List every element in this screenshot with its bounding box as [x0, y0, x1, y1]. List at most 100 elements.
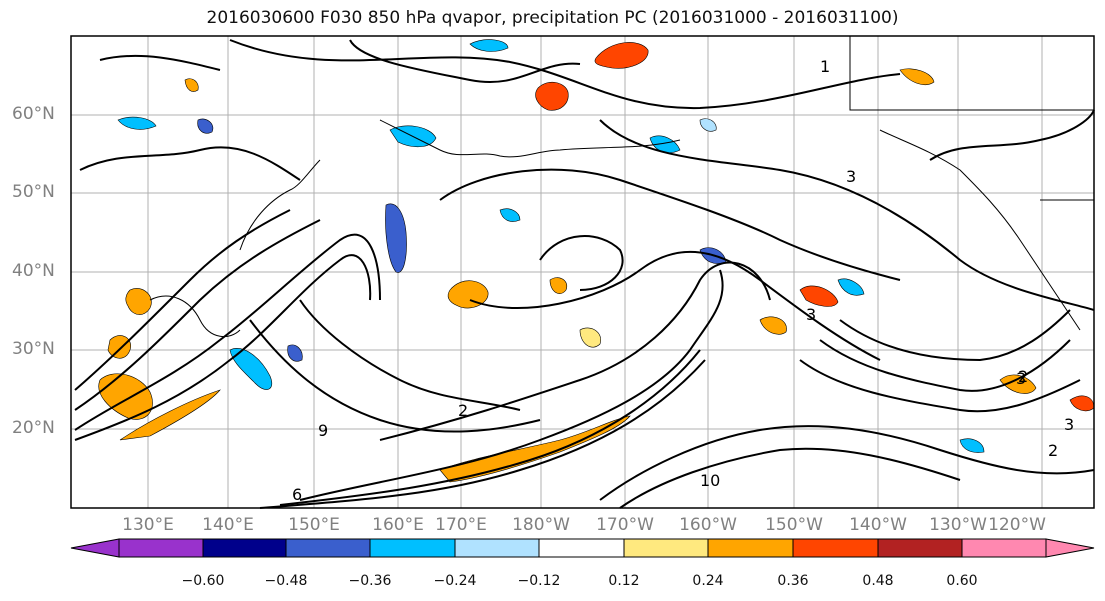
coastline [879, 129, 1081, 331]
figure-title: 2016030600 F030 850 hPa qvapor, precipit… [206, 8, 899, 28]
contour-line [259, 359, 706, 509]
colorbar-box [792, 538, 879, 558]
lon-label-140e: 140°E [202, 515, 254, 535]
precip-patch [447, 280, 489, 309]
lon-label-170e: 170°E [435, 515, 487, 535]
map-frame [70, 35, 1095, 509]
contour-label: 3 [1064, 415, 1074, 434]
colorbar-tick-label: 0.24 [692, 573, 724, 589]
lat-label-50n: 50°N [12, 182, 55, 202]
contour-label: 3 [846, 167, 856, 186]
lon-label-160w: 160°W [679, 515, 737, 535]
colorbar-tick-label: 0.60 [946, 573, 978, 589]
contour-line [99, 54, 221, 71]
colorbar-box [623, 538, 709, 558]
coastline [379, 119, 681, 158]
precip-patch [549, 277, 568, 294]
contour-line [299, 269, 724, 501]
colorbar-box [118, 538, 204, 558]
lon-label-150w: 150°W [765, 515, 823, 535]
lon-label-130e: 130°E [122, 515, 174, 535]
precip-patch [899, 68, 935, 85]
contour-label: 10 [700, 471, 720, 490]
colorbar-box [369, 538, 456, 558]
colorbar-box [454, 538, 540, 558]
colorbar-box [877, 538, 963, 558]
lon-label-130w: 130°W [929, 515, 987, 535]
precip-patch [385, 203, 407, 273]
lon-label-140w: 140°W [849, 515, 907, 535]
contour-label: 3 [1016, 369, 1026, 388]
contour-line [74, 233, 381, 431]
contour-line [379, 261, 771, 441]
precip-patch [999, 374, 1037, 394]
colorbar-tick-label: 0.36 [777, 573, 809, 589]
contour-line [229, 39, 901, 110]
contour-label: 1 [820, 57, 830, 76]
colorbar-tick-label: −0.12 [517, 573, 561, 589]
colorbar-tick-label: −0.48 [264, 573, 308, 589]
contour-line [619, 447, 961, 509]
precip-patch [197, 118, 214, 134]
contour-line [249, 319, 541, 433]
lat-label-60n: 60°N [12, 104, 55, 124]
precip-band [119, 389, 221, 441]
precip-patch [287, 344, 303, 362]
lat-label-20n: 20°N [12, 418, 55, 438]
colorbar-tick-label: 0.12 [608, 573, 640, 589]
contour-line [839, 309, 1071, 362]
colorbar-box [285, 538, 371, 558]
lon-label-120w: 120°W [988, 515, 1046, 535]
precip-patch [959, 438, 985, 453]
precip-patch [837, 278, 865, 296]
colorbar-box [961, 538, 1047, 558]
contour-label: 9 [318, 421, 328, 440]
colorbar-tick-label: −0.60 [181, 573, 225, 589]
precip-patch [535, 81, 569, 111]
contour-line [539, 235, 624, 291]
colorbar-box [538, 538, 625, 558]
colorbar-box [707, 538, 794, 558]
coastlines [149, 36, 1094, 338]
precip-patch [229, 348, 273, 390]
contour-line [74, 254, 372, 441]
lon-label-150e: 150°E [288, 515, 340, 535]
precip-patch [699, 118, 717, 132]
coastline [239, 159, 321, 251]
qvapor-contours [74, 39, 1095, 509]
contour-label: 2 [458, 401, 468, 420]
contour-line [349, 39, 581, 84]
colorbar-tick-label: −0.24 [433, 573, 477, 589]
precip-patch [125, 288, 152, 315]
map-panel: 1 2 3 3 2 3 9 6 10 2 3 [70, 35, 1095, 509]
contour-line [819, 339, 1071, 392]
border-line [849, 36, 1094, 111]
lon-label-180: 180°W [512, 515, 570, 535]
contour-line [74, 209, 291, 391]
precip-patch [799, 285, 839, 307]
colorbar-extend-right [1045, 538, 1095, 558]
lon-label-160e: 160°E [372, 515, 424, 535]
contour-line [929, 109, 1095, 161]
precip-patch [499, 208, 521, 222]
precip-patch [117, 116, 157, 130]
contour-line [439, 168, 901, 281]
precip-patch [759, 316, 787, 335]
precip-patch [184, 78, 199, 92]
coastline [149, 295, 241, 338]
precip-patch [469, 39, 509, 52]
colorbar-extend-left [70, 538, 120, 558]
precip-patch [649, 135, 681, 153]
colorbar-tick-label: −0.36 [348, 573, 392, 589]
contour-line [74, 219, 321, 411]
precip-patch [579, 327, 601, 348]
contour-line [599, 425, 1095, 501]
lat-label-30n: 30°N [12, 339, 55, 359]
contour-line [469, 250, 881, 361]
lat-label-40n: 40°N [12, 261, 55, 281]
contour-label: 3 [806, 305, 816, 324]
precip-patch [594, 42, 649, 69]
contour-label: 2 [1048, 441, 1058, 460]
colorbar-tick-label: 0.48 [862, 573, 894, 589]
